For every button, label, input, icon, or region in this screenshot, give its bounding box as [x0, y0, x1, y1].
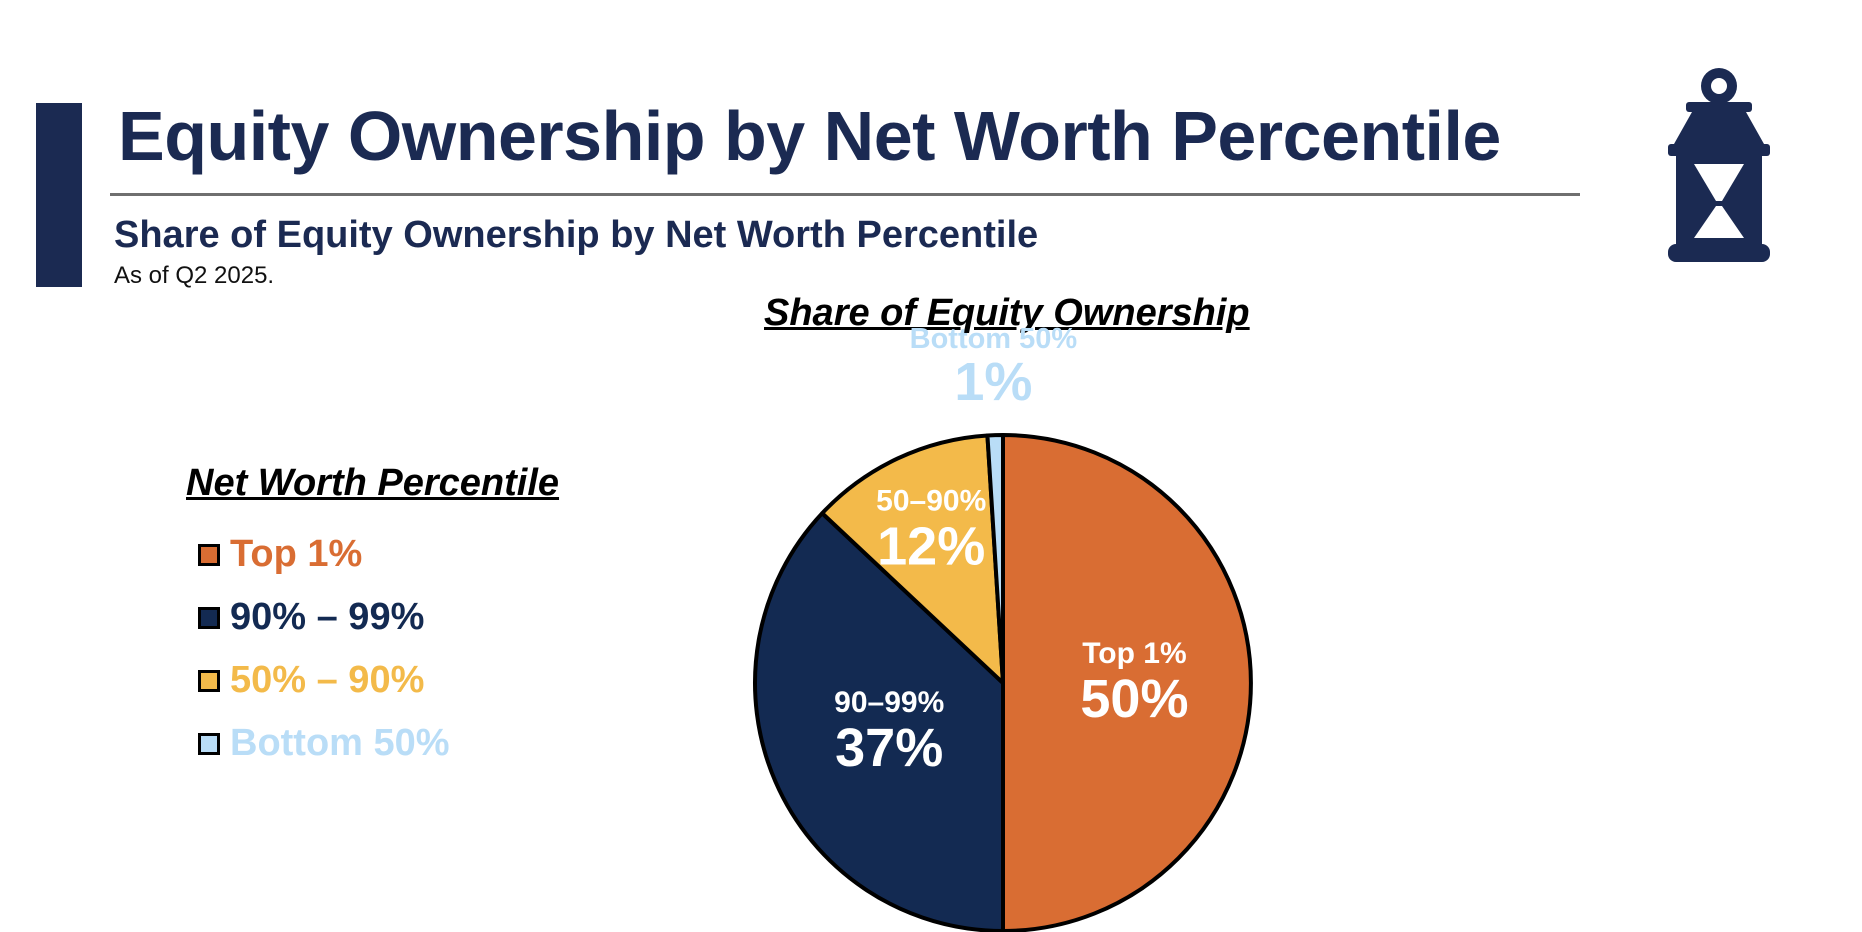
legend-swatch: [198, 669, 220, 692]
pie-slice: [985, 433, 1005, 685]
slice-value-label: 1%: [954, 352, 1032, 412]
legend-swatch: [198, 732, 220, 755]
slice-name-label: 90–99%: [834, 686, 944, 719]
legend-label: 90% – 99%: [230, 596, 425, 638]
legend-item-top-1: Top 1%: [198, 523, 559, 586]
title-divider: [110, 193, 1580, 196]
pie-slice: [820, 433, 1005, 685]
legend-swatch: [198, 606, 220, 629]
pie-slice: [753, 511, 1005, 932]
slice-value-label: 12%: [877, 516, 985, 576]
legend-item-bottom-50: Bottom 50%: [198, 712, 559, 775]
page-title: Equity Ownership by Net Worth Percentile: [118, 97, 1501, 175]
date-note: As of Q2 2025.: [114, 262, 275, 289]
title-accent-bar: [36, 103, 82, 287]
slice-value-label: 37%: [835, 718, 943, 778]
legend: Net Worth Percentile Top 1% 90% – 99% 50…: [186, 462, 559, 775]
legend-label: Bottom 50%: [230, 722, 450, 764]
legend-title: Net Worth Percentile: [186, 462, 560, 504]
slice-name-label: Top 1%: [1082, 637, 1186, 670]
legend-item-50-90: 50% – 90%: [198, 649, 559, 712]
legend-label: 50% – 90%: [230, 659, 425, 701]
slice-name-label: 50–90%: [876, 484, 986, 517]
lantern-icon: [1668, 68, 1770, 262]
legend-item-90-99: 90% – 99%: [198, 586, 559, 649]
legend-label: Top 1%: [230, 533, 363, 575]
slice-value-label: 50%: [1080, 669, 1188, 729]
pie-slice: [1001, 433, 1253, 932]
chart-subtitle: Share of Equity Ownership by Net Worth P…: [114, 214, 1039, 256]
pie-chart-title: Share of Equity Ownership: [764, 292, 1250, 334]
legend-swatch: [198, 543, 220, 566]
